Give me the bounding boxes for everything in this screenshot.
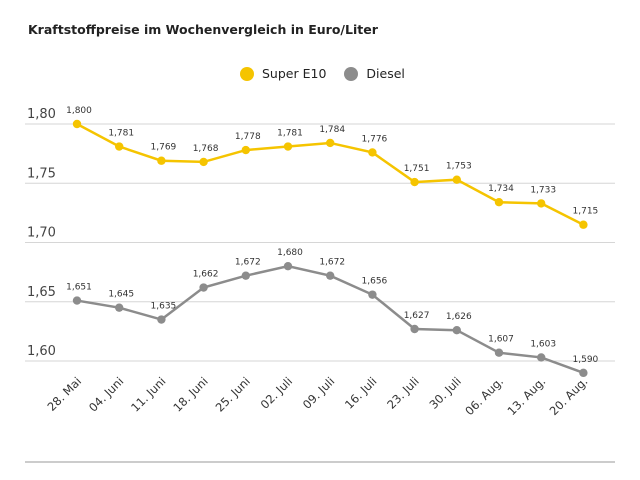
- data-point: [326, 138, 335, 148]
- data-point: [72, 296, 82, 305]
- data-point: [537, 199, 546, 208]
- data-label: 1,800: [66, 106, 92, 116]
- x-tick-label: 28. Mai: [44, 374, 84, 414]
- data-label: 1,753: [446, 162, 472, 172]
- data-point: [494, 198, 504, 207]
- data-label: 1,781: [277, 129, 303, 139]
- legend-marker: [344, 66, 359, 81]
- data-point: [283, 262, 293, 271]
- legend: Super E10 Diesel: [240, 66, 405, 81]
- series-line-1: [76, 264, 584, 375]
- x-tick-label: 25. Juni: [213, 374, 253, 414]
- data-point: [410, 177, 419, 187]
- data-point: [326, 271, 335, 280]
- x-tick-label: 18. Juni: [170, 374, 210, 414]
- x-tick-label: 09. Juli: [300, 374, 337, 411]
- data-point: [157, 315, 166, 324]
- x-tick-label: 11. Juni: [128, 374, 168, 414]
- data-label: 1,603: [530, 339, 556, 349]
- data-label: 1,776: [362, 134, 388, 144]
- x-tick-label: 06. Aug.: [462, 374, 506, 418]
- data-point: [452, 175, 461, 184]
- data-point: [115, 303, 124, 312]
- data-label: 1,635: [151, 302, 177, 312]
- data-point: [494, 348, 504, 357]
- legend-item-super-e10: Super E10: [240, 66, 326, 81]
- data-point: [199, 283, 208, 292]
- data-label: 1,769: [151, 143, 177, 153]
- legend-label: Super E10: [262, 66, 327, 81]
- data-label: 1,656: [362, 277, 388, 287]
- data-point: [368, 290, 377, 299]
- data-label: 1,672: [235, 258, 261, 268]
- x-tick-label: 30. Juli: [426, 374, 463, 411]
- data-label: 1,645: [108, 290, 134, 300]
- data-point: [72, 119, 82, 129]
- y-tick-label: 1,80: [27, 107, 56, 122]
- data-point: [157, 156, 166, 165]
- data-label: 1,651: [66, 283, 92, 293]
- data-point: [579, 368, 588, 378]
- x-tick-label: 23. Juli: [384, 374, 421, 411]
- data-label: 1,733: [530, 185, 556, 195]
- data-label: 1,751: [404, 164, 430, 174]
- data-label: 1,590: [573, 355, 599, 365]
- data-point: [579, 220, 588, 229]
- data-point: [368, 148, 377, 157]
- data-label: 1,626: [446, 312, 472, 322]
- data-point: [241, 145, 250, 155]
- y-tick-label: 1,60: [27, 344, 56, 359]
- data-point: [452, 325, 461, 335]
- x-tick-label: 13. Aug.: [504, 374, 548, 418]
- legend-label: Diesel: [366, 66, 405, 81]
- x-tick-label: 16. Juli: [342, 374, 379, 411]
- y-tick-label: 1,75: [27, 166, 56, 181]
- chart-title: Kraftstoffpreise im Wochenvergleich in E…: [28, 22, 378, 37]
- data-label: 1,662: [193, 270, 219, 280]
- data-point: [283, 142, 293, 151]
- data-label: 1,778: [235, 132, 261, 142]
- data-label: 1,734: [488, 184, 514, 194]
- data-point: [241, 271, 250, 280]
- x-tick-label: 20. Aug.: [547, 374, 591, 418]
- y-tick-label: 1,65: [27, 285, 56, 300]
- data-label: 1,627: [404, 311, 430, 321]
- data-point: [410, 324, 419, 334]
- legend-marker: [240, 66, 254, 81]
- y-tick-label: 1,70: [27, 226, 56, 241]
- data-point: [115, 142, 124, 151]
- x-tick-label: 02. Juli: [258, 374, 295, 411]
- legend-item-diesel: Diesel: [344, 66, 405, 81]
- data-label: 1,607: [488, 335, 514, 345]
- data-label: 1,781: [108, 129, 134, 139]
- data-label: 1,715: [573, 207, 599, 217]
- data-label: 1,680: [277, 248, 303, 258]
- data-label: 1,672: [319, 258, 345, 268]
- x-tick-label: 04. Juni: [86, 374, 126, 414]
- data-point: [537, 353, 546, 362]
- data-point: [199, 157, 208, 167]
- data-label: 1,768: [193, 144, 219, 154]
- data-label: 1,784: [319, 125, 345, 135]
